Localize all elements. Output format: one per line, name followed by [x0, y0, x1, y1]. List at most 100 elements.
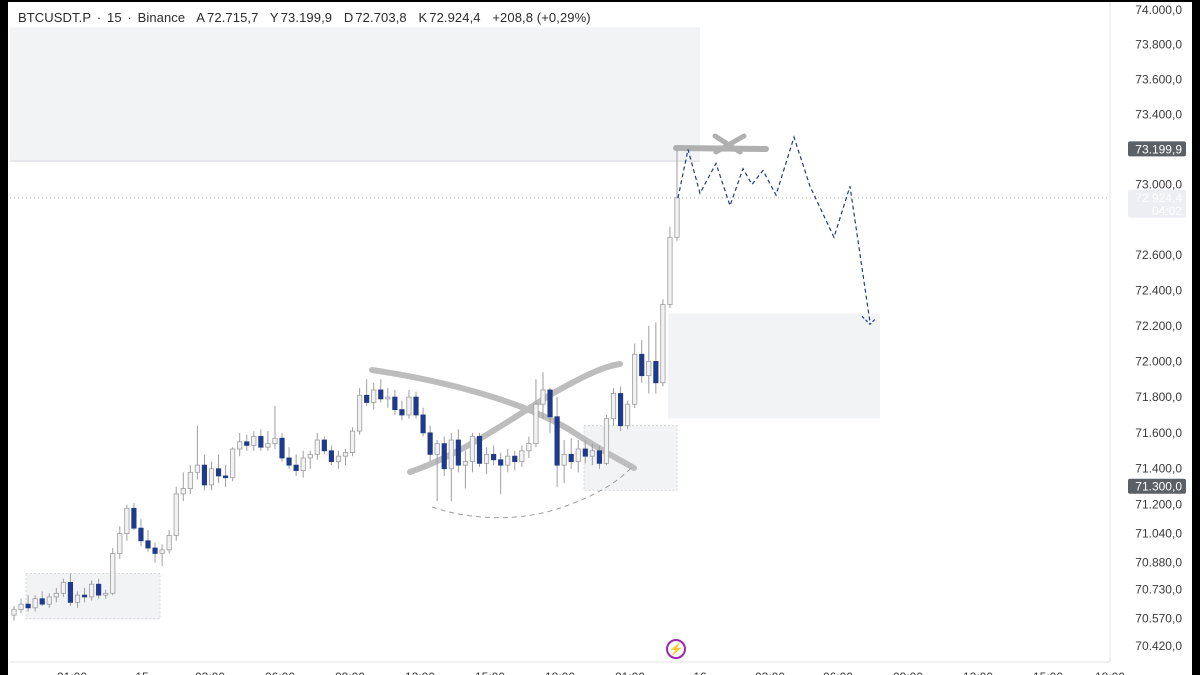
- candle-body: [187, 471, 193, 489]
- screen-frame-left: [0, 0, 8, 675]
- candle-body: [455, 439, 461, 466]
- price-tick-label: 73.600,0: [1135, 73, 1182, 87]
- candle-body: [307, 453, 313, 459]
- tag-low-bg: [1128, 478, 1186, 494]
- candle-body: [110, 553, 116, 594]
- price-tick-label: 70.420,0: [1135, 639, 1182, 653]
- tag-current-bg: [1128, 189, 1186, 218]
- candle-body: [244, 441, 250, 446]
- candle-body: [39, 598, 45, 605]
- price-tick-label: 70.570,0: [1135, 612, 1182, 626]
- candle-body: [639, 353, 645, 377]
- screen-frame-right: [1192, 0, 1200, 675]
- zones-layer: [10, 27, 880, 620]
- candle-body: [321, 439, 327, 452]
- high-label: Y: [269, 10, 279, 25]
- candle-body: [88, 583, 95, 598]
- candle-body: [413, 396, 419, 416]
- price-tick-label: 72.000,0: [1135, 354, 1182, 368]
- candle-body: [152, 547, 158, 554]
- time-tick-label: 12:00: [405, 670, 435, 675]
- symbol-name[interactable]: BTCUSDT.P: [18, 10, 92, 25]
- candle-body: [582, 448, 588, 457]
- candle-body: [74, 594, 81, 603]
- time-tick-label: 15:00: [475, 670, 505, 675]
- tag-current-text: 72.924,4: [1135, 191, 1182, 205]
- candle-body: [378, 389, 384, 400]
- price-tick-label: 71.800,0: [1135, 390, 1182, 404]
- candle-body: [300, 457, 306, 471]
- price-tick-label: 73.800,0: [1135, 38, 1182, 52]
- price-axis-bg: [1110, 0, 1192, 675]
- time-tick-label: 15: [135, 670, 149, 675]
- candle-body: [519, 450, 525, 462]
- candle-body: [617, 393, 624, 427]
- candle-body: [258, 436, 264, 448]
- candle-body: [18, 603, 24, 611]
- candle-body: [653, 361, 659, 384]
- candle-body: [434, 443, 440, 455]
- candle-body: [265, 443, 271, 448]
- zone-lower-demand: [668, 313, 880, 419]
- price-tick-label: 71.040,0: [1135, 527, 1182, 541]
- tag-high-text: 73.199,9: [1135, 142, 1182, 156]
- candle-body: [279, 437, 285, 459]
- candle-body: [554, 416, 560, 466]
- candle-body: [208, 468, 215, 486]
- symbol-legend[interactable]: BTCUSDT.P · 15 · Binance A 72.715,7 Y 73.1…: [18, 10, 591, 25]
- open-label: A: [196, 10, 206, 25]
- time-tick-label: 18:00: [1095, 670, 1125, 675]
- candle-body: [138, 527, 144, 542]
- candle-body: [293, 464, 299, 471]
- candle-body: [53, 592, 59, 598]
- candle-body: [469, 436, 476, 462]
- low-label: D: [343, 10, 354, 25]
- candle-body: [342, 452, 349, 457]
- candle-body: [145, 540, 151, 549]
- candle-body: [547, 389, 553, 418]
- candle-body: [364, 394, 370, 403]
- candle-body: [32, 598, 38, 609]
- flash-icon[interactable]: ⚡: [666, 639, 686, 659]
- tag-low-text: 71.300,0: [1135, 480, 1182, 494]
- price-tick-label: 72.200,0: [1135, 319, 1182, 333]
- price-tick-label: 70.730,0: [1135, 583, 1182, 597]
- time-tick-label: 09:00: [335, 670, 365, 675]
- candle-body: [124, 507, 130, 534]
- time-tick-label: 09:00: [893, 670, 923, 675]
- low-value: 72.703,8: [355, 10, 407, 25]
- price-tick-label: 70.880,0: [1135, 555, 1182, 569]
- candle-body: [272, 437, 278, 445]
- candle-body: [667, 236, 673, 305]
- interval[interactable]: 15: [107, 10, 122, 25]
- close-label: K: [418, 10, 428, 25]
- change-value: +208,8 (+0,29%): [492, 10, 591, 25]
- projection-path: [677, 135, 871, 323]
- candle-body: [349, 430, 356, 453]
- candle-body: [180, 488, 186, 495]
- time-tick-label: 06:00: [823, 670, 853, 675]
- price-tick-label: 71.200,0: [1135, 498, 1182, 512]
- candle-body: [11, 609, 17, 616]
- time-tick-label: 16: [693, 670, 707, 675]
- candle-body: [420, 414, 426, 434]
- candle-body: [314, 439, 320, 455]
- time-tick-label: 21:00: [57, 670, 87, 675]
- candle-body: [223, 475, 229, 479]
- candle-body: [103, 592, 109, 596]
- annotation-x-mark: [712, 133, 747, 155]
- price-tick-label: 72.600,0: [1135, 248, 1182, 262]
- high-value: 73.199,9: [280, 10, 333, 25]
- candle-body: [67, 582, 74, 603]
- time-tick-label: 06:00: [265, 670, 295, 675]
- projection-layer: [677, 135, 877, 326]
- candle-body: [660, 304, 666, 384]
- candle-body: [540, 389, 546, 405]
- time-tick-label: 12:00: [963, 670, 993, 675]
- candle-body: [131, 507, 137, 529]
- candle-body: [25, 603, 31, 609]
- candle-body: [328, 450, 334, 462]
- candle-body: [575, 448, 581, 462]
- candle-body: [441, 443, 447, 470]
